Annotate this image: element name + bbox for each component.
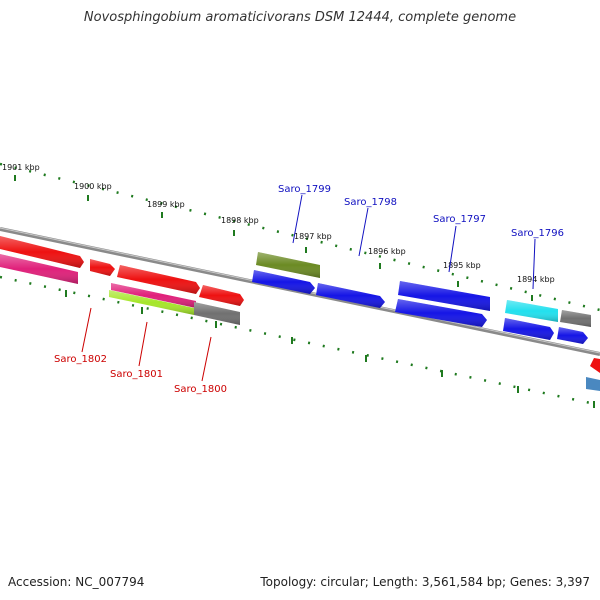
gene-label[interactable]: Saro_1797 [433, 214, 486, 225]
accession-label: Accession: NC_007794 [8, 575, 145, 589]
label-leaders-bottom [81, 307, 212, 382]
tick-label: 1901 kbp [2, 163, 40, 172]
gene-feature[interactable] [586, 377, 600, 391]
gene-feature[interactable] [590, 358, 600, 373]
tick-label: 1895 kbp [443, 261, 481, 270]
tick-label: 1897 kbp [294, 232, 332, 241]
gene-label[interactable]: Saro_1801 [110, 369, 163, 380]
label-leaders-top [292, 194, 536, 290]
tick-labels: 1901 kbp 1900 kbp 1899 kbp 1898 kbp 1897… [2, 163, 555, 284]
tick-label: 1896 kbp [368, 247, 406, 256]
gene-label[interactable]: Saro_1800 [174, 384, 227, 395]
gene-label[interactable]: Saro_1802 [54, 354, 107, 365]
genome-summary: Topology: circular; Length: 3,561,584 bp… [260, 575, 590, 589]
tick-label: 1899 kbp [147, 200, 185, 209]
gene-label[interactable]: Saro_1798 [344, 197, 397, 208]
tick-label: 1900 kbp [74, 182, 112, 191]
tick-label: 1898 kbp [221, 216, 259, 225]
outer-major-ticks [14, 175, 533, 301]
map-title: Novosphingobium aromaticivorans DSM 1244… [83, 10, 517, 25]
inner-major-ticks [65, 290, 595, 408]
tick-label: 1894 kbp [517, 275, 555, 284]
gene-labels-top: Saro_1799 Saro_1798 Saro_1797 Saro_1796 [278, 184, 564, 239]
inner-tick-track [0, 275, 600, 407]
gene-label[interactable]: Saro_1796 [511, 228, 564, 239]
gene-label[interactable]: Saro_1799 [278, 184, 331, 195]
gene-features[interactable] [0, 236, 600, 391]
gene-labels-bottom: Saro_1802 Saro_1801 Saro_1800 [54, 354, 227, 395]
